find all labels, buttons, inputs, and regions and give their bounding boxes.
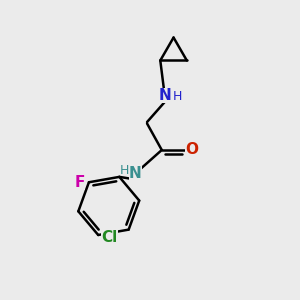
Text: Cl: Cl (101, 230, 118, 245)
Text: N: N (158, 88, 171, 103)
Text: F: F (74, 175, 85, 190)
Text: O: O (185, 142, 198, 158)
Text: H: H (119, 164, 129, 176)
Text: H: H (172, 91, 182, 103)
Text: N: N (129, 166, 142, 181)
